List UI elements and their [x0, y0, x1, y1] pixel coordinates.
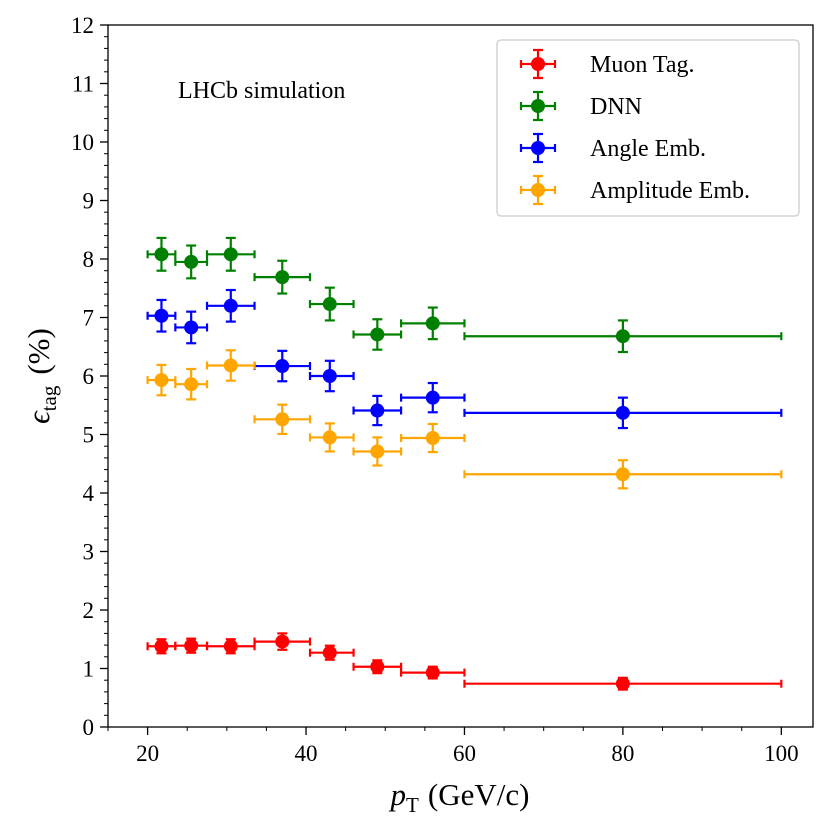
- plot-marks: [146, 236, 783, 691]
- data-point: [154, 247, 169, 262]
- data-point: [370, 327, 385, 342]
- y-tick-label: 11: [72, 72, 94, 97]
- data-point: [154, 308, 169, 323]
- y-tick-label: 1: [83, 657, 95, 682]
- y-axis-label: ϵtag (%): [21, 328, 61, 424]
- y-tick-label: 2: [83, 598, 95, 623]
- y-tick-label: 3: [83, 540, 95, 565]
- data-point: [223, 358, 238, 373]
- y-axis-label-units: (%): [21, 328, 56, 374]
- legend-label: DNN: [590, 94, 642, 120]
- series-0: [146, 632, 783, 691]
- legend-label: Angle Emb.: [590, 136, 706, 162]
- simulation-annotation: LHCb simulation: [178, 78, 345, 104]
- data-point: [615, 676, 630, 691]
- x-tick-label: 100: [764, 741, 799, 766]
- legend-marker: [531, 99, 545, 113]
- series-3: [146, 349, 783, 490]
- y-tick-label: 8: [83, 247, 95, 272]
- legend-item-1: DNN: [519, 90, 642, 122]
- data-point: [322, 369, 337, 383]
- data-point: [275, 270, 290, 285]
- y-tick-label: 12: [71, 13, 94, 38]
- data-point: [425, 665, 440, 680]
- data-point: [223, 298, 238, 313]
- data-point: [615, 329, 630, 344]
- x-tick-label: 80: [611, 741, 634, 766]
- y-tick-label: 9: [83, 189, 95, 214]
- legend-marker: [531, 141, 545, 155]
- data-point: [370, 444, 385, 459]
- data-point: [184, 377, 199, 392]
- data-point: [615, 467, 630, 482]
- data-point: [275, 359, 290, 374]
- legend-box: [496, 39, 800, 217]
- x-axis-label-units: (GeV/c): [428, 777, 530, 812]
- data-point: [275, 412, 290, 427]
- data-point: [370, 659, 385, 674]
- y-tick-label: 0: [83, 715, 95, 740]
- data-point: [322, 297, 337, 312]
- series-1: [146, 236, 783, 354]
- legend-label: Muon Tag.: [590, 52, 695, 78]
- data-point: [425, 390, 440, 405]
- y-tick-label: 7: [83, 306, 95, 331]
- data-point: [184, 638, 199, 653]
- legend-marker: [531, 57, 545, 71]
- data-point: [275, 634, 290, 649]
- data-point: [370, 403, 385, 418]
- x-axis-label: pT (GeV/c): [389, 777, 530, 817]
- y-tick-label: 4: [83, 481, 95, 506]
- data-point: [154, 639, 169, 654]
- data-point: [615, 405, 630, 420]
- data-point: [184, 320, 199, 335]
- x-axis-label-symbol: p: [389, 777, 407, 812]
- x-tick-label: 60: [453, 741, 476, 766]
- y-tick-label: 10: [71, 130, 94, 155]
- series-2: [146, 288, 783, 430]
- y-tick-label: 5: [83, 423, 95, 448]
- x-tick-label: 20: [136, 741, 159, 766]
- y-tick-label: 6: [83, 364, 95, 389]
- legend-label: Amplitude Emb.: [590, 178, 750, 204]
- y-axis-label-symbol: ϵ: [21, 410, 56, 424]
- legend-marker: [531, 183, 545, 197]
- legend-item-3: Amplitude Emb.: [519, 174, 750, 206]
- data-point: [322, 645, 337, 660]
- legend: Muon Tag. DNN Angle Emb. Amplitude Emb.: [496, 39, 800, 217]
- data-point: [154, 373, 169, 388]
- data-point: [425, 431, 440, 446]
- data-point: [425, 316, 440, 331]
- y-axis-label-group: ϵtag (%): [21, 328, 61, 424]
- data-point: [223, 247, 238, 262]
- x-axis-label-subscript: T: [406, 793, 419, 817]
- data-point: [322, 430, 337, 445]
- data-point: [184, 254, 199, 269]
- legend-item-2: Angle Emb.: [519, 132, 706, 164]
- data-point: [223, 639, 238, 654]
- legend-item-0: Muon Tag.: [519, 48, 695, 80]
- y-axis-label-subscript: tag: [37, 385, 61, 411]
- x-tick-label: 40: [295, 741, 318, 766]
